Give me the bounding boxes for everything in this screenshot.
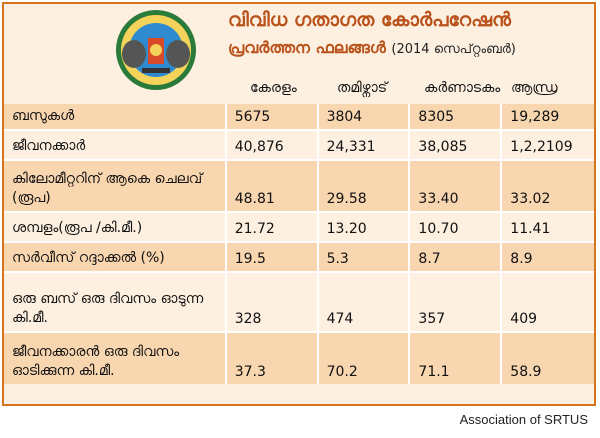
cell-value: 5.3 bbox=[316, 241, 410, 272]
cell-value: 29.58 bbox=[316, 159, 410, 212]
row-label: കിലോമീറ്ററിന് ആകെ ചെലവ് (രൂപ) bbox=[4, 159, 226, 212]
subtitle-date: (2014 സെപ്റ്റംബർ) bbox=[391, 42, 516, 57]
row-label: ശമ്പളം(രൂപ /കി.മീ.) bbox=[4, 211, 226, 242]
cell-value: 37.3 bbox=[224, 331, 318, 384]
comparison-card: വിവിധ ഗതാഗത കോർപറേഷൻ പ്രവർത്തന ഫലങ്ങൾ (2… bbox=[2, 2, 596, 406]
cell-value: 5675 bbox=[224, 104, 318, 130]
cell-value: 357 bbox=[408, 271, 502, 332]
table-row: ഒരു ബസ് ഒരു ദിവസം ഓടുന്ന കി.മീ. 328 474 … bbox=[4, 271, 594, 332]
cell-value: 19.5 bbox=[224, 241, 318, 272]
row-label: ബസുകൾ bbox=[12, 108, 75, 124]
cell-value: 474 bbox=[316, 271, 410, 332]
column-header: ആന്ധ്ര bbox=[511, 80, 558, 96]
column-headers: കേരളം തമിഴ്നാട് കർണാടകം ആന്ധ്ര bbox=[244, 76, 594, 104]
table-row: ബസുകൾ 5675 3804 8305 19,289 bbox=[4, 104, 594, 130]
row-label: ഒരു ബസ് ഒരു ദിവസം ഓടുന്ന കി.മീ. bbox=[4, 271, 226, 332]
cell-value: 33.40 bbox=[408, 159, 502, 212]
cell-value: 1,2,2109 bbox=[500, 129, 594, 160]
cell-value: 10.70 bbox=[408, 211, 502, 242]
row-label: ജീവനക്കാരൻ ഒരു ദിവസം ഓടിക്കുന്ന കി.മീ. bbox=[4, 331, 226, 384]
cell-value: 328 bbox=[224, 271, 318, 332]
cell-value: 11.41 bbox=[500, 211, 594, 242]
table-row: ജീവനക്കാരൻ ഒരു ദിവസം ഓടിക്കുന്ന കി.മീ. 3… bbox=[4, 331, 594, 384]
row-label: ജീവനക്കാർ bbox=[4, 129, 226, 160]
table-row: സർവീസ് റദ്ദാക്കൽ (%) 19.5 5.3 8.7 8.9 bbox=[4, 241, 594, 272]
table-row: കിലോമീറ്ററിന് ആകെ ചെലവ് (രൂപ) 48.81 29.5… bbox=[4, 159, 594, 212]
cell-value: 8.9 bbox=[500, 241, 594, 272]
header: വിവിധ ഗതാഗത കോർപറേഷൻ പ്രവർത്തന ഫലങ്ങൾ (2… bbox=[4, 4, 594, 90]
cell-value: 24,331 bbox=[316, 129, 410, 160]
cell-value: 21.72 bbox=[224, 211, 318, 242]
table-row: ശമ്പളം(രൂപ /കി.മീ.) 21.72 13.20 10.70 11… bbox=[4, 211, 594, 242]
cell-value: 33.02 bbox=[500, 159, 594, 212]
table-row: ജീവനക്കാർ 40,876 24,331 38,085 1,2,2109 bbox=[4, 129, 594, 160]
cell-value: 48.81 bbox=[224, 159, 318, 212]
cell-value: 3804 bbox=[316, 104, 410, 130]
cell-value: 8.7 bbox=[408, 241, 502, 272]
column-header: കർണാടകം bbox=[424, 80, 501, 96]
cell-value: 58.9 bbox=[500, 331, 594, 384]
cell-value: 13.20 bbox=[316, 211, 410, 242]
ksrtc-emblem-icon bbox=[116, 10, 196, 90]
source-credit: Association of SRTUS bbox=[459, 412, 588, 427]
data-table: ബസുകൾ 5675 3804 8305 19,289 ജീവനക്കാർ 40… bbox=[4, 104, 594, 384]
subtitle-text: പ്രവർത്തന ഫലങ്ങൾ bbox=[228, 38, 386, 57]
cell-value: 409 bbox=[500, 271, 594, 332]
column-header: കേരളം bbox=[250, 80, 297, 96]
cell-value: 8305 bbox=[408, 104, 502, 130]
cell-value: 19,289 bbox=[500, 104, 594, 130]
cell-value: 38,085 bbox=[408, 129, 502, 160]
cell-value: 40,876 bbox=[224, 129, 318, 160]
page-title: വിവിധ ഗതാഗത കോർപറേഷൻ bbox=[228, 9, 511, 31]
column-header: തമിഴ്നാട് bbox=[337, 80, 388, 96]
page-subtitle: പ്രവർത്തന ഫലങ്ങൾ (2014 സെപ്റ്റംബർ) bbox=[228, 38, 516, 58]
cell-value: 70.2 bbox=[316, 331, 410, 384]
row-label: സർവീസ് റദ്ദാക്കൽ (%) bbox=[4, 241, 226, 272]
cell-value: 71.1 bbox=[408, 331, 502, 384]
